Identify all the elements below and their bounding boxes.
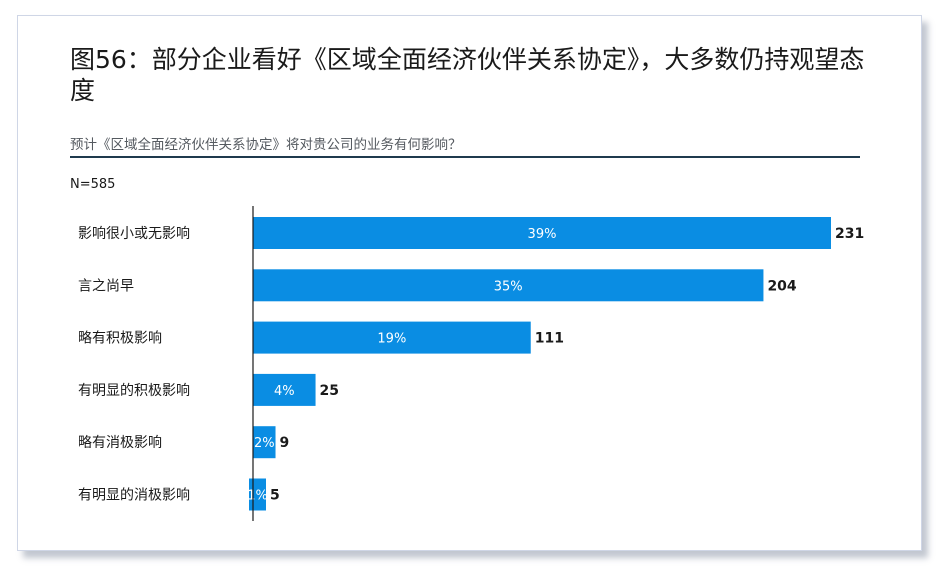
bar-value-label: 111 — [535, 331, 564, 347]
plot-area: 影响很小或无影响 39% 231 言之尚早 35% 204 略有积极影响 19% 111 有明显的… — [78, 206, 864, 521]
bar-value-label: 25 — [320, 383, 339, 399]
chart-title: 图56：部分企业看好《区域全面经济伙伴关系协定》，大多数仍持观望态度 — [70, 45, 865, 105]
bar-percent-label: 39% — [528, 227, 557, 242]
bar-percent-label: 4% — [274, 384, 295, 399]
category-label: 有明显的消极影响 — [78, 488, 190, 504]
bar — [253, 217, 831, 249]
bar-percent-label: 1% — [247, 489, 268, 504]
category-label: 有明显的积极影响 — [78, 383, 190, 399]
sample-size-note: N=585 — [70, 177, 116, 192]
bar-percent-label: 2% — [254, 436, 275, 451]
category-label: 影响很小或无影响 — [78, 226, 190, 242]
bar — [253, 321, 531, 354]
category-label: 略有积极影响 — [78, 331, 162, 347]
title-divider — [70, 156, 860, 158]
bar-percent-label: 19% — [377, 332, 406, 347]
bar — [253, 426, 276, 459]
bar-value-label: 9 — [280, 435, 290, 451]
category-label: 言之尚早 — [78, 278, 134, 294]
bar — [253, 269, 764, 302]
bar-value-label: 204 — [767, 278, 796, 294]
bar — [253, 373, 316, 406]
bar-value-label: 231 — [835, 226, 864, 242]
chart-subtitle: 预计《区域全面经济伙伴关系协定》将对贵公司的业务有何影响？ — [70, 137, 462, 153]
bar-percent-label: 35% — [494, 279, 523, 294]
bar-value-label: 5 — [270, 488, 280, 504]
category-label: 略有消极影响 — [78, 435, 162, 451]
